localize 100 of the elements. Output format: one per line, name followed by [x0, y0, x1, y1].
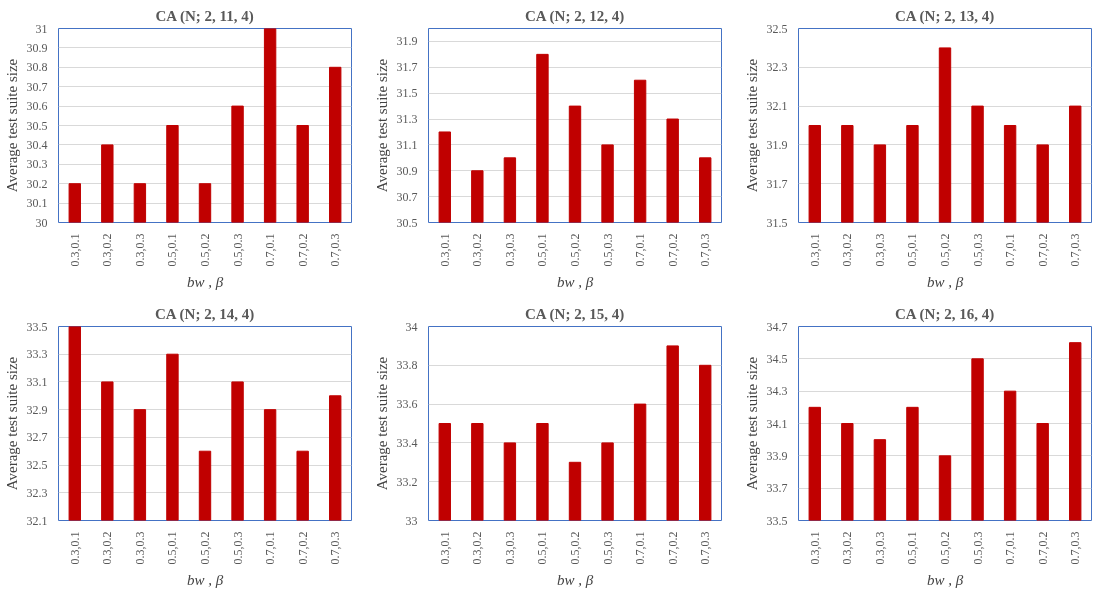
x-axis-title: bw , β: [926, 571, 964, 588]
x-tick-label: 0.3,0.2: [840, 233, 855, 267]
x-tick-label: 0.5,0.2: [198, 531, 212, 565]
y-tick-label: 31.9: [396, 34, 418, 49]
x-tick-label: 0.7,0.3: [1068, 233, 1083, 267]
x-tick-label: 0.3,0.3: [502, 233, 517, 267]
x-axis-title: bw , β: [186, 571, 224, 588]
y-tick-label: 31: [35, 21, 48, 36]
y-tick-label: 33.5: [26, 319, 48, 334]
x-tick-label: 0.3,0.2: [100, 233, 115, 267]
y-tick-label: 30.2: [26, 176, 48, 191]
y-tick-label: 30: [35, 215, 48, 230]
chart-title: CA (N; 2, 14, 4): [155, 305, 255, 323]
x-tick-label: 0.3,0.3: [132, 233, 147, 267]
y-tick-label: 34.5: [766, 351, 788, 366]
y-tick-label: 33.5: [766, 513, 788, 528]
x-axis-title: bw , β: [556, 273, 594, 290]
y-tick-label: 32.3: [26, 485, 48, 500]
y-tick-label: 33.9: [766, 448, 788, 463]
x-tick-label: 0.7,0.2: [1035, 233, 1050, 267]
x-tick-label: 0.3,0.1: [437, 531, 452, 565]
y-tick-label: 31.1: [396, 137, 418, 152]
y-tick-label: 32.1: [26, 513, 48, 528]
x-tick-label: 0.3,0.3: [132, 531, 147, 565]
x-tick-label: 0.7,0.2: [1035, 531, 1050, 565]
y-tick-label: 30.9: [26, 40, 48, 55]
x-tick-label: 0.3,0.3: [872, 531, 887, 565]
chart-title: CA (N; 2, 16, 4): [895, 305, 995, 323]
x-tick-label: 0.7,0.1: [633, 233, 648, 267]
x-tick-label: 0.5,0.1: [535, 233, 550, 267]
x-tick-label: 0.3,0.1: [807, 233, 822, 267]
chart-title: CA (N; 2, 15, 4): [525, 305, 625, 323]
x-tick-label: 0.7,0.3: [328, 531, 343, 565]
x-tick-label: 0.5,0.3: [600, 531, 615, 565]
x-axis-title: bw , β: [186, 273, 224, 290]
y-tick-label: 31.7: [396, 60, 418, 75]
y-tick-label: 31.5: [766, 215, 788, 230]
y-tick-label: 31.9: [766, 137, 788, 152]
y-tick-label: 30.6: [26, 99, 48, 114]
chart-title: CA (N; 2, 13, 4): [895, 7, 995, 25]
y-tick-label: 32.1: [766, 99, 788, 114]
x-tick-label: 0.7,0.1: [263, 233, 278, 267]
y-tick-label: 32.5: [26, 458, 48, 473]
y-tick-label: 30.4: [26, 137, 48, 152]
y-axis-title: Average test suite size: [743, 58, 760, 193]
x-tick-label: 0.5,0.3: [970, 233, 985, 267]
x-tick-label: 0.5,0.2: [568, 233, 582, 267]
x-tick-label: 0.7,0.2: [665, 233, 680, 267]
x-tick-label: 0.7,0.1: [1003, 531, 1018, 565]
x-tick-label: 0.3,0.3: [872, 233, 887, 267]
chart-title: CA (N; 2, 11, 4): [155, 7, 254, 25]
y-tick-label: 32.7: [26, 430, 48, 445]
y-axis-title: Average test suite size: [373, 58, 390, 193]
x-tick-label: 0.7,0.2: [295, 233, 310, 267]
y-tick-label: 30.3: [26, 157, 48, 172]
y-tick-label: 34.3: [766, 384, 788, 399]
x-tick-label: 0.3,0.2: [470, 531, 485, 565]
x-tick-label: 0.5,0.1: [905, 233, 920, 267]
y-axis-title: Average test suite size: [3, 58, 20, 193]
x-tick-label: 0.5,0.1: [905, 531, 920, 565]
x-tick-label: 0.7,0.3: [1068, 531, 1083, 565]
y-tick-label: 33.8: [396, 358, 418, 373]
y-tick-label: 32.3: [766, 60, 788, 75]
y-tick-label: 33: [405, 513, 418, 528]
x-tick-label: 0.3,0.3: [502, 531, 517, 565]
y-tick-label: 34.7: [766, 319, 788, 334]
y-tick-label: 30.5: [26, 118, 48, 133]
y-tick-label: 33.6: [396, 397, 418, 412]
x-tick-label: 0.5,0.3: [230, 233, 245, 267]
x-tick-label: 0.5,0.3: [600, 233, 615, 267]
y-axis-title: Average test suite size: [373, 356, 390, 491]
y-axis-title: Average test suite size: [3, 356, 20, 491]
y-tick-label: 31.7: [766, 176, 788, 191]
y-tick-label: 30.7: [26, 79, 48, 94]
x-tick-label: 0.3,0.1: [67, 233, 82, 267]
x-axis-title: bw , β: [556, 571, 594, 588]
y-tick-label: 30.9: [396, 163, 418, 178]
x-tick-label: 0.7,0.1: [633, 531, 648, 565]
x-tick-label: 0.5,0.2: [938, 233, 952, 267]
x-tick-label: 0.3,0.1: [807, 531, 822, 565]
y-tick-label: 33.3: [26, 347, 48, 362]
x-tick-label: 0.5,0.1: [165, 531, 180, 565]
x-tick-label: 0.5,0.1: [165, 233, 180, 267]
x-tick-label: 0.5,0.3: [970, 531, 985, 565]
x-tick-label: 0.5,0.1: [535, 531, 550, 565]
y-tick-label: 31.5: [396, 86, 418, 101]
x-tick-label: 0.3,0.2: [100, 531, 115, 565]
y-tick-label: 30.8: [26, 60, 48, 75]
x-tick-label: 0.7,0.1: [263, 531, 278, 565]
x-tick-label: 0.7,0.1: [1003, 233, 1018, 267]
y-tick-label: 34: [405, 319, 418, 334]
x-tick-label: 0.3,0.2: [470, 233, 485, 267]
y-tick-label: 33.1: [26, 374, 48, 389]
y-tick-label: 30.5: [396, 215, 418, 230]
y-tick-label: 33.2: [396, 474, 418, 489]
x-tick-label: 0.7,0.3: [698, 233, 713, 267]
x-tick-label: 0.7,0.2: [665, 531, 680, 565]
x-tick-label: 0.5,0.2: [198, 233, 212, 267]
x-axis-title: bw , β: [926, 273, 964, 290]
y-tick-label: 30.1: [26, 196, 48, 211]
